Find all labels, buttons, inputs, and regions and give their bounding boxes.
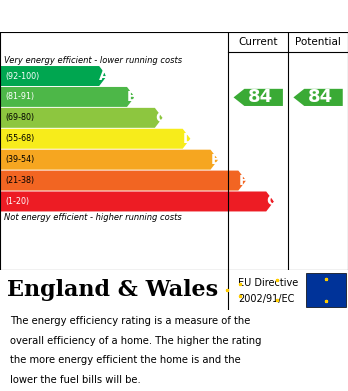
Text: Energy Efficiency Rating: Energy Efficiency Rating <box>10 7 240 25</box>
Text: Not energy efficient - higher running costs: Not energy efficient - higher running co… <box>4 213 182 222</box>
Text: A: A <box>99 69 110 83</box>
FancyBboxPatch shape <box>306 273 346 307</box>
Polygon shape <box>0 150 218 170</box>
Text: 84: 84 <box>248 88 273 106</box>
Text: lower the fuel bills will be.: lower the fuel bills will be. <box>10 375 141 385</box>
Text: the more energy efficient the home is and the: the more energy efficient the home is an… <box>10 355 241 365</box>
Polygon shape <box>0 170 246 190</box>
Polygon shape <box>293 89 343 106</box>
Text: E: E <box>211 152 221 167</box>
Text: (39-54): (39-54) <box>5 155 34 164</box>
Text: 2002/91/EC: 2002/91/EC <box>238 294 295 304</box>
Text: Potential: Potential <box>295 36 341 47</box>
Text: overall efficiency of a home. The higher the rating: overall efficiency of a home. The higher… <box>10 336 262 346</box>
Text: G: G <box>266 194 277 208</box>
Text: (69-80): (69-80) <box>5 113 34 122</box>
Polygon shape <box>0 66 107 86</box>
Text: (21-38): (21-38) <box>5 176 34 185</box>
Polygon shape <box>234 89 283 106</box>
Polygon shape <box>0 108 163 128</box>
Text: C: C <box>155 111 165 125</box>
Text: The energy efficiency rating is a measure of the: The energy efficiency rating is a measur… <box>10 316 251 326</box>
Text: Very energy efficient - lower running costs: Very energy efficient - lower running co… <box>4 56 182 65</box>
Text: EU Directive: EU Directive <box>238 278 299 288</box>
Polygon shape <box>0 192 274 212</box>
Polygon shape <box>0 129 190 149</box>
Text: B: B <box>127 90 138 104</box>
Text: (92-100): (92-100) <box>5 72 39 81</box>
Text: 84: 84 <box>308 88 333 106</box>
Text: England & Wales: England & Wales <box>7 279 218 301</box>
Polygon shape <box>0 87 135 107</box>
Text: (55-68): (55-68) <box>5 134 34 143</box>
Text: (1-20): (1-20) <box>5 197 29 206</box>
Text: Current: Current <box>238 36 278 47</box>
Text: F: F <box>239 174 248 188</box>
Text: D: D <box>182 132 194 146</box>
Text: (81-91): (81-91) <box>5 92 34 101</box>
